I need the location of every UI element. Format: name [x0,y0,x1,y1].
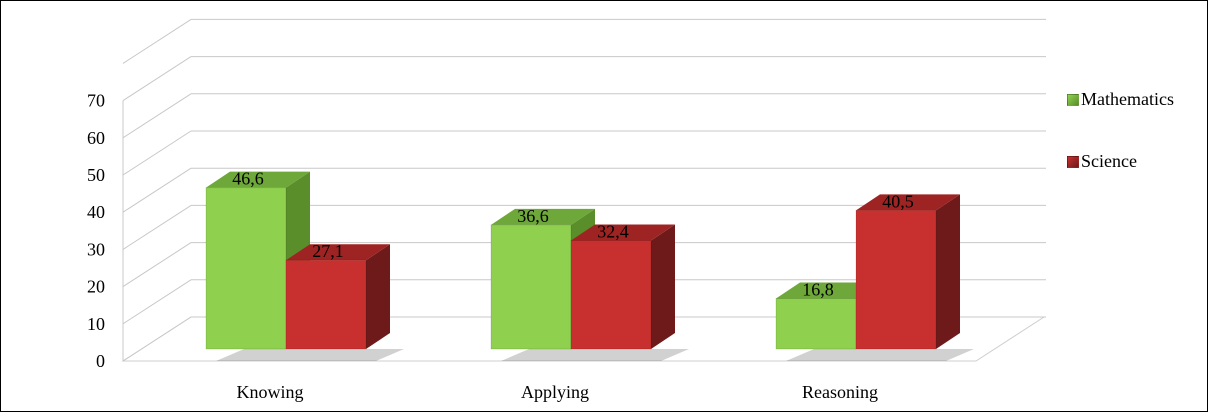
y-tick-label: 40 [87,202,105,222]
bar-top-mathematics-reasoning [776,282,880,299]
gridline-diagonal [122,316,192,362]
y-tick-label: 50 [87,165,105,185]
bar-science-knowing [285,259,367,350]
gridline-diagonal [122,167,192,213]
bar-mathematics-knowing [205,187,287,350]
gridline-diagonal [122,279,192,325]
y-tick-label: 70 [87,91,105,111]
bar-shadow [501,349,689,361]
y-tick-label: 0 [96,351,105,371]
bar-shadow [786,349,974,361]
x-tick-label-applying: Applying [521,382,589,402]
y-tick-label: 10 [87,314,105,334]
gridline-diagonal [122,56,192,102]
data-label-mathematics-reasoning: 16,8 [802,280,834,300]
bar-top-science-knowing [286,244,390,261]
gridline-diagonal [122,130,192,176]
gridline-diagonal [122,204,192,250]
bar-top-mathematics-knowing [206,171,310,188]
bar-science-applying [570,239,652,350]
legend-label-science: Science [1081,151,1137,171]
gridline-diagonal [122,93,192,139]
data-label-mathematics-applying: 36,6 [517,206,549,226]
gridline-diagonal [122,242,192,288]
legend-swatch-science [1067,155,1079,168]
data-label-science-applying: 32,4 [597,221,629,241]
bar-top-mathematics-applying [491,208,595,225]
legend-item-science: Science [1067,151,1137,172]
legend-swatch-mathematics [1067,93,1079,106]
gridline-diagonal [122,18,192,64]
bar-top-science-applying [571,224,675,241]
bar-side-science-knowing [366,244,390,349]
bar-mathematics-applying [490,224,572,350]
y-tick-label: 30 [87,239,105,259]
bar-top-science-reasoning [856,194,960,211]
y-tick-label: 20 [87,277,105,297]
data-label-science-reasoning: 40,5 [882,191,914,211]
legend-item-mathematics: Mathematics [1067,89,1174,110]
bar-side-science-applying [651,224,675,349]
bar-shadow [216,349,404,361]
bar-side-science-reasoning [936,194,960,349]
bar-science-reasoning [855,209,937,350]
x-tick-label-knowing: Knowing [237,382,304,402]
x-tick-label-reasoning: Reasoning [802,382,878,402]
data-label-science-knowing: 27,1 [312,241,344,261]
data-label-mathematics-knowing: 46,6 [232,169,264,189]
legend-label-mathematics: Mathematics [1081,89,1174,109]
bar-mathematics-reasoning [775,298,857,350]
y-tick-label: 60 [87,128,105,148]
